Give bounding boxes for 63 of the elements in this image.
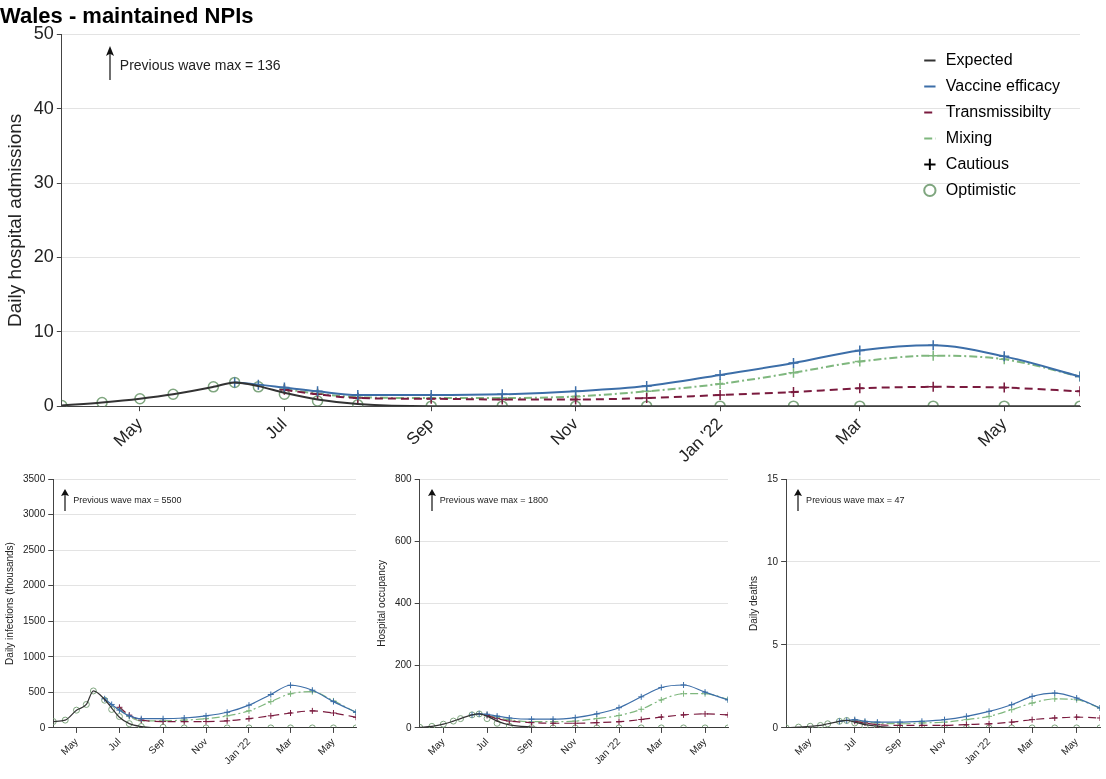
- x-tick-label: Mar: [831, 413, 867, 449]
- y-tick-label: 20: [33, 246, 54, 267]
- y-tick-label: 1500: [23, 615, 46, 626]
- x-tick-label: Sep: [402, 414, 438, 449]
- y-tick-label: 3000: [23, 508, 46, 520]
- y-axis-title: Daily infections (thousands): [3, 542, 15, 665]
- y-tick-label: 15: [767, 472, 779, 484]
- x-tick-label: Nov: [546, 413, 583, 449]
- x-tick-label: Mar: [1015, 735, 1036, 756]
- y-tick-label: 10: [33, 320, 54, 341]
- y-tick-label: 2000: [23, 579, 46, 591]
- x-tick-label: Jul: [261, 414, 291, 443]
- x-tick-label: Mar: [273, 735, 295, 756]
- legend-label: Transmissibilty: [945, 102, 1052, 120]
- y-tick-label: 600: [395, 534, 413, 546]
- y-tick-label: 1000: [23, 650, 46, 662]
- y-tick-label: 0: [43, 395, 54, 416]
- x-tick-label: Jan '22: [592, 735, 623, 767]
- legend-label: Optimistic: [945, 180, 1017, 198]
- x-tick-label: May: [687, 735, 709, 757]
- y-tick-label: 5: [772, 638, 779, 650]
- y-tick-label: 0: [39, 721, 46, 733]
- annotation: Previous wave max = 5500: [73, 495, 182, 506]
- y-tick-label: 40: [33, 97, 54, 118]
- x-tick-label: Sep: [514, 735, 536, 757]
- y-tick-label: 200: [395, 659, 413, 671]
- x-tick-label: May: [792, 735, 814, 757]
- y-tick-label: 500: [28, 686, 46, 698]
- x-tick-label: Nov: [927, 735, 948, 757]
- y-tick-label: 30: [33, 172, 54, 193]
- x-tick-label: Nov: [189, 735, 210, 757]
- y-tick-label: 400: [395, 597, 413, 609]
- legend-label: Expected: [945, 50, 1013, 68]
- x-tick-label: Mar: [644, 735, 666, 756]
- legend-label: Vaccine efficacy: [945, 76, 1061, 94]
- annotation: Previous wave max = 1800: [439, 495, 548, 506]
- x-tick-label: Jul: [473, 735, 491, 753]
- y-axis-title: Daily deaths: [747, 575, 759, 631]
- y-axis-title: Daily hospital admissions: [3, 113, 25, 327]
- legend-label: Mixing: [945, 128, 993, 146]
- x-tick-label: Sep: [882, 735, 904, 757]
- x-tick-label: Jan '22: [674, 414, 727, 466]
- x-tick-label: May: [58, 735, 80, 757]
- y-tick-label: 0: [406, 721, 413, 733]
- y-tick-label: 0: [772, 721, 779, 733]
- annotation: Previous wave max = 47: [806, 495, 905, 506]
- legend-label: Cautious: [945, 154, 1010, 172]
- x-tick-label: Jul: [841, 735, 859, 753]
- y-tick-label: 800: [395, 472, 413, 484]
- x-tick-label: May: [974, 413, 1011, 451]
- y-axis-title: Hospital occupancy: [375, 560, 387, 647]
- x-tick-label: Jul: [105, 735, 123, 753]
- x-tick-label: May: [315, 735, 337, 757]
- x-tick-label: May: [425, 735, 447, 757]
- x-tick-label: May: [1058, 735, 1080, 757]
- y-tick-label: 10: [767, 555, 779, 567]
- annotation: Previous wave max = 136: [119, 57, 281, 74]
- y-tick-label: 2500: [23, 543, 46, 555]
- y-tick-label: 3500: [23, 472, 46, 484]
- x-tick-label: Jan '22: [221, 735, 253, 767]
- x-tick-label: Jan '22: [962, 735, 993, 767]
- x-tick-label: Nov: [558, 735, 579, 757]
- x-tick-label: Sep: [146, 735, 167, 757]
